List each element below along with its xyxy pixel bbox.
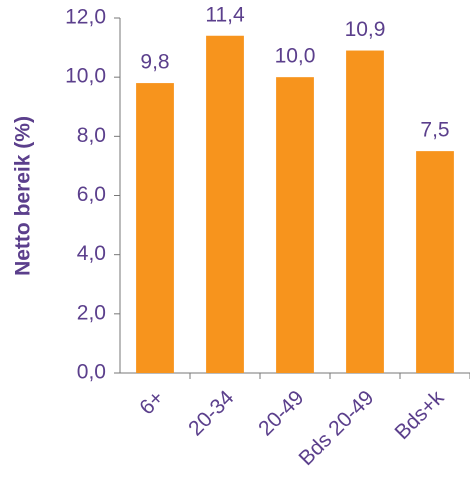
value-label: 11,4 <box>205 3 245 26</box>
bar <box>416 151 454 373</box>
y-axis-label: Netto bereik (%) <box>12 116 35 276</box>
bar <box>276 77 314 374</box>
bar <box>136 83 174 373</box>
value-label: 7,5 <box>420 119 449 142</box>
x-tick-label: 20-34 <box>184 386 238 440</box>
y-tick-label: 4,0 <box>77 242 106 265</box>
x-tick-label: 6+ <box>135 386 168 419</box>
bar <box>346 50 384 374</box>
bar <box>206 35 244 373</box>
y-tick-label: 8,0 <box>77 124 106 147</box>
x-tick-label: Bds+k <box>391 386 449 444</box>
y-tick-label: 6,0 <box>77 183 106 206</box>
x-tick-label: 20-49 <box>254 386 308 440</box>
y-tick-label: 12,0 <box>65 6 106 29</box>
y-tick-label: 2,0 <box>77 301 106 324</box>
value-label: 10,0 <box>275 45 316 68</box>
value-label: 10,9 <box>345 18 386 41</box>
y-tick-label: 10,0 <box>65 65 106 88</box>
value-label: 9,8 <box>140 51 169 74</box>
y-tick-label: 0,0 <box>77 361 106 384</box>
x-tick-label: Bds 20-49 <box>294 386 378 470</box>
